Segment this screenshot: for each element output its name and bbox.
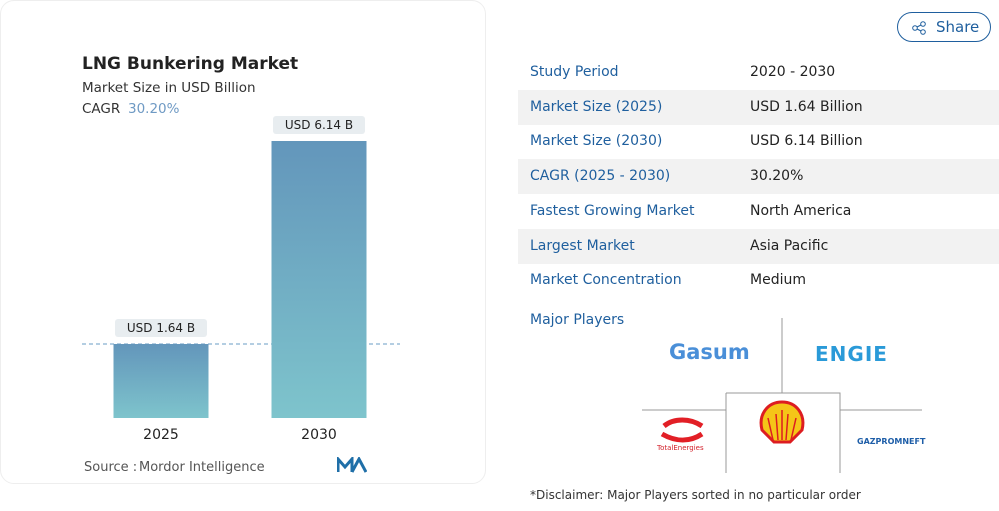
share-icon: [912, 21, 926, 35]
major-players-label: Major Players: [530, 312, 625, 328]
brand-logo: [337, 457, 367, 473]
x-tick-label: 2030: [301, 427, 337, 443]
table-row: Largest Market Asia Pacific: [518, 228, 999, 264]
row-label: CAGR (2025 - 2030): [530, 168, 671, 185]
row-label: Largest Market: [530, 237, 635, 254]
source-label: Source :: [84, 460, 138, 475]
logo-engie: ENGIE: [815, 342, 888, 366]
row-value: 2020 - 2030: [750, 64, 836, 80]
table-row: Market Size (2025) USD 1.64 Billion: [518, 89, 999, 125]
x-tick-label: 2025: [143, 427, 179, 443]
row-value: 30.20%: [750, 168, 804, 185]
table-row: Market Size (2030) USD 6.14 Billion: [518, 124, 999, 159]
table-row: Study Period 2020 - 2030: [518, 55, 999, 90]
logo-totalenergies: TotalEnergies: [657, 444, 704, 452]
table-row: CAGR (2025 - 2030) 30.20%: [518, 159, 999, 195]
logo-gasum: Gasum: [669, 340, 750, 364]
cagr-label: CAGR: [82, 101, 121, 117]
row-label: Study Period: [530, 64, 619, 80]
value-label-bg: [115, 319, 207, 338]
value-label: USD 1.64 B: [127, 321, 195, 335]
bar: [113, 344, 209, 418]
share-text: Share: [936, 18, 980, 36]
row-value: USD 6.14 Billion: [750, 133, 863, 150]
row-value: Medium: [750, 272, 806, 289]
row-value: Asia Pacific: [750, 237, 829, 254]
logo-gazpromneft: GAZPROMNEFT: [857, 437, 926, 446]
row-value: USD 1.64 Billion: [750, 98, 863, 115]
row-label: Market Size (2030): [530, 133, 663, 150]
table-row: Fastest Growing Market North America: [518, 194, 999, 229]
source: Mordor Intelligence: [139, 460, 265, 475]
value-label: USD 6.14 B: [285, 118, 353, 132]
value-label-bg: [273, 116, 365, 134]
share-button[interactable]: Share: [897, 12, 991, 42]
row-label: Market Concentration: [530, 272, 682, 289]
chart-card: [0, 0, 486, 484]
row-label: Fastest Growing Market: [530, 202, 695, 219]
bar: [271, 141, 367, 418]
logo-grid: [642, 318, 922, 473]
chart: USD 1.64 B 2025 USD 6.14 B 2030: [82, 116, 400, 443]
cagr-value: 30.20%: [128, 101, 180, 117]
row-label: Market Size (2025): [530, 98, 663, 115]
table-row: Market Concentration Medium: [518, 263, 999, 298]
row-value: North America: [750, 202, 852, 219]
chart-title: LNG Bunkering Market: [82, 54, 299, 74]
disclaimer: *Disclaimer: Major Players sorted in no …: [530, 488, 861, 502]
chart-subtitle: Market Size in USD Billion: [82, 80, 256, 96]
